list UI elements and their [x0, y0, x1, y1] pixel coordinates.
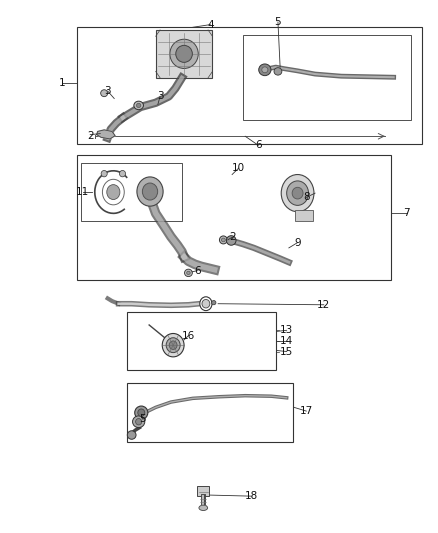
Ellipse shape	[221, 238, 225, 242]
Text: 17: 17	[300, 406, 313, 416]
Ellipse shape	[136, 418, 142, 425]
Ellipse shape	[127, 431, 136, 439]
Text: 3: 3	[104, 86, 111, 96]
Bar	[77, 27, 422, 144]
Ellipse shape	[170, 39, 198, 68]
Bar	[295, 210, 313, 221]
Text: 3: 3	[157, 91, 163, 101]
Ellipse shape	[176, 45, 192, 62]
Text: 16: 16	[182, 330, 195, 341]
Bar	[81, 163, 182, 221]
Ellipse shape	[120, 171, 126, 177]
Bar	[197, 486, 209, 496]
Bar	[127, 312, 276, 370]
Text: 7: 7	[403, 208, 410, 219]
Text: 15: 15	[280, 346, 293, 357]
Text: 18: 18	[245, 491, 258, 501]
Ellipse shape	[133, 416, 145, 427]
Ellipse shape	[162, 334, 184, 357]
Bar	[243, 35, 411, 120]
Text: 14: 14	[280, 336, 293, 346]
Ellipse shape	[166, 338, 180, 353]
Ellipse shape	[101, 90, 108, 96]
Ellipse shape	[169, 341, 177, 350]
Text: 8: 8	[303, 192, 310, 203]
Ellipse shape	[292, 187, 303, 199]
Text: 11: 11	[76, 187, 89, 197]
Ellipse shape	[138, 409, 145, 416]
Ellipse shape	[274, 68, 282, 75]
Ellipse shape	[226, 236, 236, 245]
Text: 5: 5	[139, 414, 146, 424]
Ellipse shape	[200, 297, 212, 311]
Text: 6: 6	[255, 140, 261, 150]
Bar	[127, 383, 293, 442]
Ellipse shape	[142, 183, 158, 200]
Ellipse shape	[137, 103, 141, 108]
Ellipse shape	[184, 269, 192, 277]
Ellipse shape	[134, 101, 144, 110]
Ellipse shape	[202, 300, 210, 308]
Ellipse shape	[101, 171, 107, 177]
Text: 2: 2	[229, 232, 235, 243]
Text: 10: 10	[232, 163, 245, 173]
Ellipse shape	[137, 177, 163, 206]
Polygon shape	[97, 130, 115, 139]
Ellipse shape	[281, 174, 314, 212]
Bar	[77, 155, 392, 280]
Ellipse shape	[259, 64, 271, 76]
Text: 9: 9	[294, 238, 301, 247]
Ellipse shape	[187, 271, 190, 274]
Text: 12: 12	[317, 300, 330, 310]
Text: 5: 5	[275, 17, 281, 27]
Ellipse shape	[219, 236, 227, 244]
Text: 2: 2	[87, 131, 93, 141]
Ellipse shape	[199, 505, 208, 511]
Text: 1: 1	[59, 78, 65, 88]
Ellipse shape	[262, 67, 268, 72]
Ellipse shape	[135, 406, 148, 419]
Bar	[155, 30, 212, 78]
Ellipse shape	[107, 184, 120, 199]
Ellipse shape	[212, 301, 216, 305]
Text: 6: 6	[194, 266, 201, 276]
Text: 13: 13	[280, 325, 293, 335]
Ellipse shape	[287, 181, 308, 205]
Text: 4: 4	[207, 20, 214, 30]
